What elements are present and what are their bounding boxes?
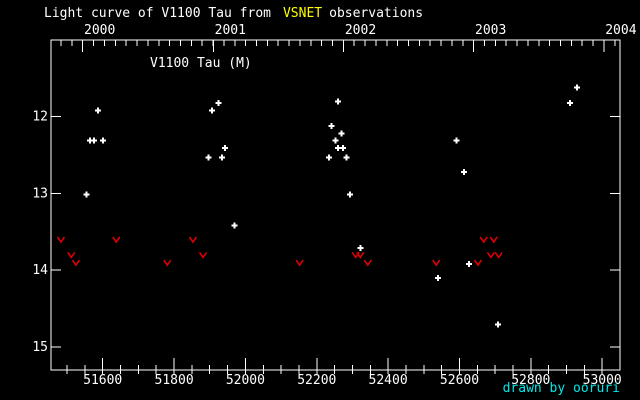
- svg-text:15: 15: [32, 340, 48, 355]
- svg-text:2002: 2002: [345, 23, 376, 38]
- chart-title: Light curve of V1100 Tau from VSNET observ…: [44, 6, 423, 21]
- title-text-suffix: observations: [329, 6, 424, 21]
- svg-text:53000: 53000: [583, 373, 622, 388]
- credit-text: drawn by ooruri: [502, 381, 620, 396]
- y-axis-labels: 12 13 14 15: [32, 110, 48, 355]
- svg-text:12: 12: [32, 110, 48, 125]
- year-labels: 2000 2001 2002 2003 2004: [84, 23, 637, 38]
- title-vsnet: VSNET: [282, 6, 323, 21]
- svg-text:52400: 52400: [369, 373, 408, 388]
- svg-text:14: 14: [32, 263, 48, 278]
- svg-text:2004: 2004: [605, 23, 636, 38]
- svg-text:2001: 2001: [215, 23, 246, 38]
- svg-text:52200: 52200: [297, 373, 336, 388]
- title-text-prefix: Light curve of V1100 Tau from: [44, 6, 271, 21]
- fainter-than-limits-series: [56, 236, 503, 267]
- svg-text:2003: 2003: [475, 23, 506, 38]
- svg-text:51600: 51600: [83, 373, 122, 388]
- svg-text:2000: 2000: [84, 23, 115, 38]
- axis-ticks: [51, 40, 620, 374]
- plot-frame: [50, 39, 621, 371]
- svg-text:51800: 51800: [155, 373, 194, 388]
- svg-text:52800: 52800: [511, 373, 550, 388]
- x-axis-labels: 51600 51800 52000 52200 52400 52600 52800 53000: [83, 373, 622, 388]
- svg-text:52000: 52000: [226, 373, 265, 388]
- detections-series: [83, 84, 581, 328]
- svg-text:13: 13: [32, 187, 48, 202]
- plot-label: V1100 Tau (M): [150, 56, 252, 71]
- svg-text:52600: 52600: [440, 373, 479, 388]
